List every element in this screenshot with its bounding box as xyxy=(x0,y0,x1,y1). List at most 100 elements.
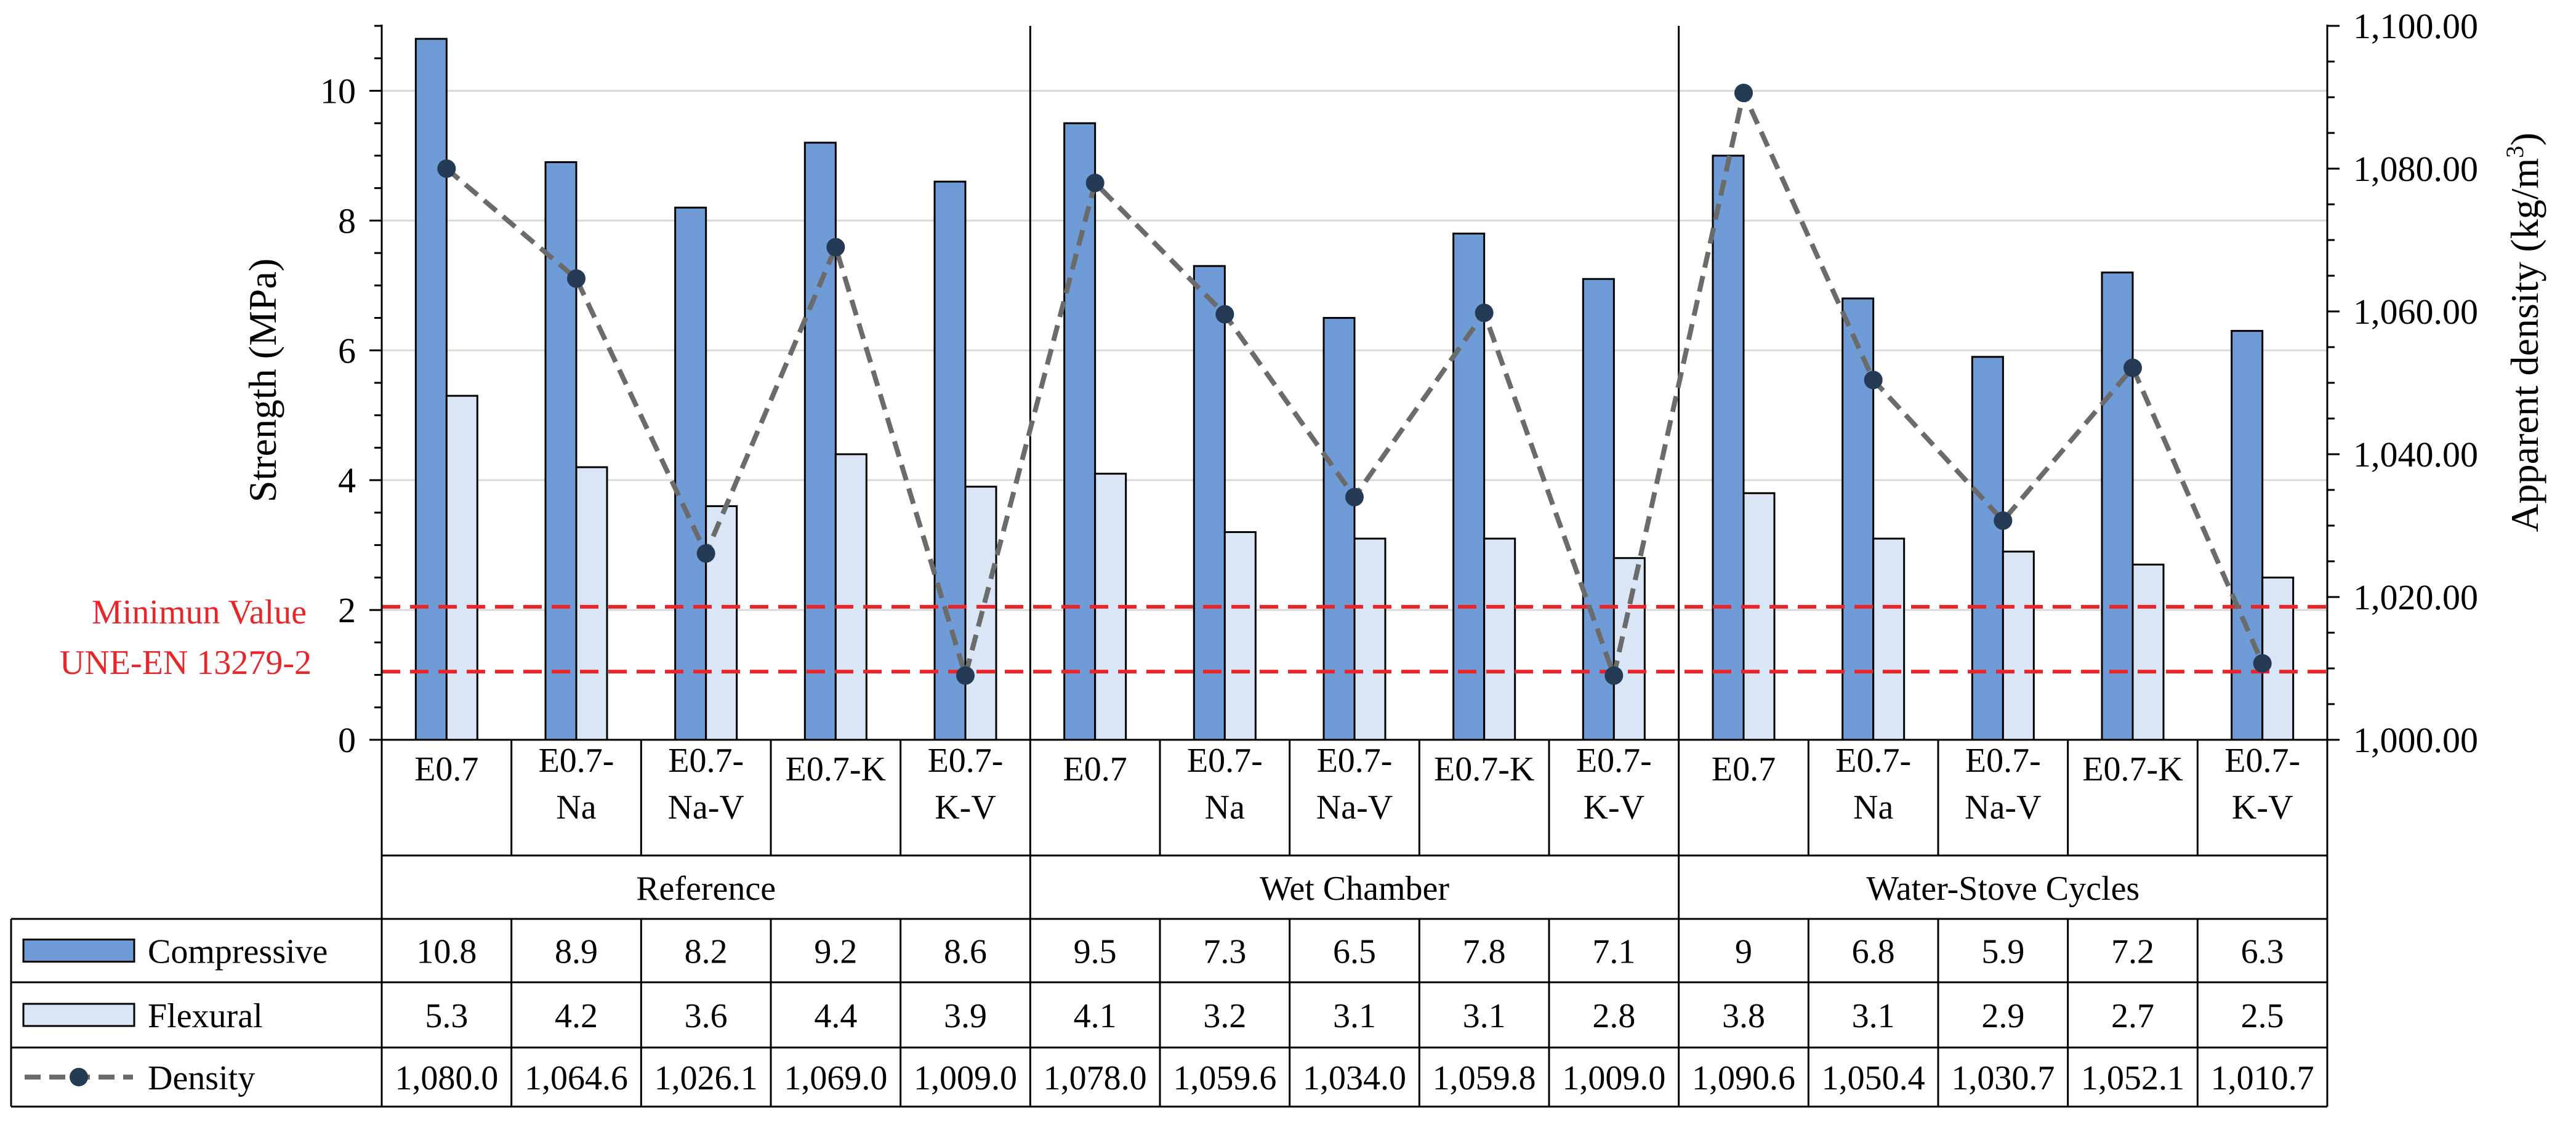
cell-density: 1,090.6 xyxy=(1692,1059,1795,1097)
left-axis-title: Strength (MPa) xyxy=(241,258,284,502)
cell-flexural: 3.1 xyxy=(1333,997,1376,1035)
category-label: E0.7- Na-V xyxy=(667,742,744,827)
density-point xyxy=(1604,666,1624,685)
category-label-line: Na-V xyxy=(1316,788,1393,827)
cell-compressive: 5.9 xyxy=(1981,933,2024,971)
cell-compressive: 9 xyxy=(1735,933,1752,971)
left-tick-label: 10 xyxy=(320,71,356,111)
category-label: E0.7-K xyxy=(2082,750,2183,788)
cell-density: 1,059.6 xyxy=(1173,1059,1276,1097)
cell-flexural: 2.5 xyxy=(2241,997,2284,1035)
right-tick-label: 1,020.00 xyxy=(2353,577,2478,617)
category-label-line: Na xyxy=(1205,788,1245,827)
bar-flexural xyxy=(575,466,608,741)
category-label: E0.7 xyxy=(1063,750,1127,788)
cell-density: 1,009.0 xyxy=(1562,1059,1665,1097)
cell-density: 1,026.1 xyxy=(654,1059,758,1097)
data-table: E0.7 E0.7- Na E0.7- Na-V E0.7-K E0.7- K-V E0.7 E0… xyxy=(10,739,2328,1108)
left-tick-label: 4 xyxy=(338,460,356,500)
group-label: Wet Chamber xyxy=(1260,870,1449,908)
category-label-line: K-V xyxy=(2232,788,2293,827)
right-tick-label: 1,000.00 xyxy=(2353,720,2478,760)
category-label: E0.7- Na-V xyxy=(1965,742,2041,827)
category-label-line: E0.7- xyxy=(1835,742,1911,780)
bar-compressive xyxy=(1971,356,2004,741)
cell-density: 1,069.0 xyxy=(784,1059,887,1097)
right-axis-title: Apparent density (kg/m3) xyxy=(2501,132,2546,532)
category-label-line: E0.7- xyxy=(539,742,614,780)
bar-flexural xyxy=(1353,537,1387,741)
cell-compressive: 8.9 xyxy=(555,933,598,971)
bar-compressive xyxy=(1841,297,1875,741)
density-point xyxy=(1475,303,1494,323)
category-label: E0.7- K-V xyxy=(928,742,1004,827)
cell-density: 1,050.4 xyxy=(1822,1059,1925,1097)
bar-compressive xyxy=(674,206,707,741)
cell-density: 1,009.0 xyxy=(914,1059,1017,1097)
legend-label-flexural: Flexural xyxy=(148,997,263,1035)
density-point xyxy=(2123,358,2142,377)
right-axis-title-main: Apparent density (kg/m xyxy=(2503,158,2546,532)
density-line xyxy=(437,84,2272,685)
cell-compressive: 9.2 xyxy=(814,933,857,971)
bar-flexural xyxy=(1742,492,1776,741)
density-point xyxy=(1085,174,1105,193)
category-label-line: Na xyxy=(1853,788,1893,827)
bars xyxy=(414,38,2295,741)
bar-flexural xyxy=(834,453,867,741)
category-label-line: E0.7- xyxy=(2224,742,2300,780)
cell-density: 1,010.7 xyxy=(2211,1059,2314,1097)
bar-compressive xyxy=(2231,330,2264,741)
cell-flexural: 2.9 xyxy=(1981,997,2024,1035)
right-tick-label: 1,080.00 xyxy=(2353,149,2478,189)
reference-label-line-2: UNE-EN 13279-2 xyxy=(60,644,312,682)
cell-compressive: 9.5 xyxy=(1074,933,1117,971)
density-point xyxy=(1734,84,1753,103)
density-point xyxy=(1864,371,1883,390)
category-label: E0.7- Na-V xyxy=(1316,742,1393,827)
cell-compressive: 8.2 xyxy=(685,933,728,971)
category-label: E0.7-K xyxy=(786,750,886,788)
right-axis-ticks: 1,000.00 1,020.00 1,040.00 1,060.00 1,080.00… xyxy=(2353,6,2478,760)
legend-label-density: Density xyxy=(148,1059,255,1097)
category-label-line: E0.7- xyxy=(1187,742,1263,780)
bar-flexural xyxy=(2131,563,2165,741)
density-point xyxy=(1994,511,2013,530)
cell-compressive: 7.8 xyxy=(1463,933,1506,971)
right-tick-label: 1,040.00 xyxy=(2353,435,2478,475)
left-tick-label: 8 xyxy=(338,201,356,241)
category-label-line: K-V xyxy=(935,788,996,827)
cell-flexural: 3.1 xyxy=(1852,997,1895,1035)
bar-compressive xyxy=(1322,317,1356,741)
cell-flexural: 4.4 xyxy=(814,997,857,1035)
cell-flexural: 3.9 xyxy=(944,997,987,1035)
left-tick-label: 6 xyxy=(338,331,356,371)
category-label: E0.7- Na xyxy=(1187,742,1263,827)
category-label: E0.7- K-V xyxy=(1576,742,1652,827)
density-point xyxy=(696,544,715,563)
cell-flexural: 3.8 xyxy=(1722,997,1765,1035)
cell-compressive: 7.2 xyxy=(2111,933,2154,971)
density-point xyxy=(956,666,975,685)
cell-compressive: 8.6 xyxy=(944,933,987,971)
category-label: E0.7- K-V xyxy=(2224,742,2300,827)
bar-flexural xyxy=(2002,550,2035,741)
reference-lines xyxy=(382,604,2327,674)
category-label-line: E0.7- xyxy=(1965,742,2041,780)
cell-flexural: 4.2 xyxy=(555,997,598,1035)
density-point xyxy=(1215,305,1234,324)
cell-compressive: 6.8 xyxy=(1852,933,1895,971)
density-point xyxy=(826,238,845,257)
bar-compressive xyxy=(2101,271,2134,741)
category-label-line: E0.7- xyxy=(668,742,744,780)
cell-compressive: 7.1 xyxy=(1592,933,1635,971)
group-label: Reference xyxy=(636,870,776,908)
legend-label-compressive: Compressive xyxy=(148,933,328,971)
bar-compressive xyxy=(1712,154,1745,741)
group-label: Water-Stove Cycles xyxy=(1866,870,2139,908)
legend-key-compressive xyxy=(22,939,135,963)
bar-compressive xyxy=(1193,265,1226,741)
category-label: E0.7-K xyxy=(1434,750,1534,788)
category-label: E0.7- Na xyxy=(539,742,614,827)
density-point xyxy=(567,269,586,288)
